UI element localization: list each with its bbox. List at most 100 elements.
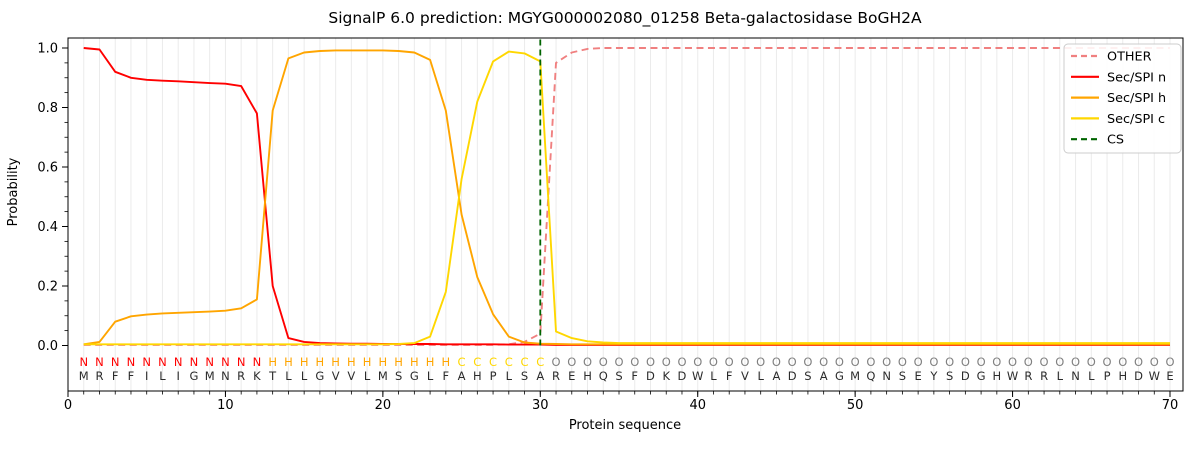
region-letter: H bbox=[426, 355, 435, 369]
residue-letter: P bbox=[1104, 369, 1111, 383]
residue-letter: L bbox=[301, 369, 308, 383]
residue-letter: W bbox=[692, 369, 703, 383]
region-letter: O bbox=[866, 355, 875, 369]
legend-entry-label: CS bbox=[1107, 133, 1124, 148]
chart-title: SignalP 6.0 prediction: MGYG000002080_01… bbox=[328, 9, 922, 28]
region-letter: H bbox=[300, 355, 309, 369]
region-letter: O bbox=[567, 355, 576, 369]
region-letter: O bbox=[1165, 355, 1174, 369]
y-axis-label: Probability bbox=[6, 157, 21, 226]
region-letter: C bbox=[489, 355, 497, 369]
x-tick-label: 0 bbox=[64, 398, 72, 413]
residue-letter: S bbox=[946, 369, 953, 383]
y-axis: 0.0 0.2 0.4 0.6 0.8 1.0 bbox=[37, 42, 68, 354]
residue-letter: E bbox=[914, 369, 921, 383]
residue-letter: D bbox=[1134, 369, 1143, 383]
y-tick-label: 0.6 bbox=[37, 161, 58, 176]
residue-letter: F bbox=[726, 369, 733, 383]
region-letter: H bbox=[379, 355, 388, 369]
region-letter: O bbox=[599, 355, 608, 369]
residue-letter: Q bbox=[599, 369, 608, 383]
region-letter: O bbox=[1008, 355, 1017, 369]
residue-letter: S bbox=[899, 369, 906, 383]
region-letter: H bbox=[442, 355, 451, 369]
residue-letter: H bbox=[1118, 369, 1127, 383]
legend-entry-label: Sec/SPI n bbox=[1107, 70, 1166, 85]
legend: OTHER Sec/SPI n Sec/SPI h Sec/SPI c CS bbox=[1063, 43, 1182, 154]
residue-letter: L bbox=[364, 369, 371, 383]
region-letter: O bbox=[851, 355, 860, 369]
region-letter: O bbox=[803, 355, 812, 369]
plot-gridlines bbox=[83, 38, 1171, 391]
residue-letter: G bbox=[315, 369, 324, 383]
residue-letter: S bbox=[615, 369, 622, 383]
residue-letter: M bbox=[378, 369, 388, 383]
region-letter: O bbox=[725, 355, 734, 369]
region-letter: H bbox=[316, 355, 325, 369]
residue-letter: L bbox=[506, 369, 513, 383]
x-tick-label: 40 bbox=[689, 398, 706, 413]
residue-letter: D bbox=[646, 369, 655, 383]
residue-letter: F bbox=[631, 369, 638, 383]
series-sec-spi-c bbox=[83, 50, 1170, 346]
region-letter: H bbox=[268, 355, 277, 369]
x-axis-label: Protein sequence bbox=[569, 418, 681, 433]
residue-letter: F bbox=[128, 369, 135, 383]
residue-letter: A bbox=[536, 369, 544, 383]
region-letter: O bbox=[677, 355, 686, 369]
residue-letter: F bbox=[443, 369, 450, 383]
x-tick-label: 30 bbox=[532, 398, 549, 413]
plot-frame bbox=[67, 37, 1184, 392]
region-letter: N bbox=[111, 355, 120, 369]
region-letter: H bbox=[394, 355, 403, 369]
x-tick-label: 60 bbox=[1004, 398, 1021, 413]
region-letter: C bbox=[505, 355, 513, 369]
region-letter: O bbox=[772, 355, 781, 369]
residue-letter: L bbox=[1057, 369, 1064, 383]
residue-letter: G bbox=[410, 369, 419, 383]
region-letter: O bbox=[929, 355, 938, 369]
residue-letter: L bbox=[710, 369, 717, 383]
residue-letter: M bbox=[205, 369, 215, 383]
region-letter: O bbox=[882, 355, 891, 369]
residue-letter: A bbox=[772, 369, 780, 383]
x-tick-label: 50 bbox=[847, 398, 864, 413]
region-letter: O bbox=[992, 355, 1001, 369]
residue-letter: M bbox=[850, 369, 860, 383]
region-letter: O bbox=[1103, 355, 1112, 369]
residue-letter: A bbox=[458, 369, 466, 383]
region-letter: H bbox=[410, 355, 419, 369]
region-letter: O bbox=[552, 355, 561, 369]
region-letter: O bbox=[1071, 355, 1080, 369]
residue-letter: L bbox=[285, 369, 292, 383]
region-letter: H bbox=[347, 355, 356, 369]
residue-letter: D bbox=[961, 369, 970, 383]
residue-letter: L bbox=[159, 369, 166, 383]
residue-letter: L bbox=[757, 369, 764, 383]
region-letter: O bbox=[1040, 355, 1049, 369]
residue-letter: S bbox=[521, 369, 528, 383]
region-letter: N bbox=[158, 355, 167, 369]
region-letter: O bbox=[819, 355, 828, 369]
y-tick-label: 0.4 bbox=[37, 220, 58, 235]
residue-letter: M bbox=[79, 369, 89, 383]
residue-letter: G bbox=[835, 369, 844, 383]
residue-letter: E bbox=[1166, 369, 1173, 383]
legend-entry-label: Sec/SPI c bbox=[1107, 112, 1165, 127]
residue-letter: G bbox=[189, 369, 198, 383]
residue-letter: H bbox=[583, 369, 592, 383]
region-letter: N bbox=[127, 355, 136, 369]
region-letter: O bbox=[1024, 355, 1033, 369]
residue-letter: E bbox=[568, 369, 575, 383]
y-tick-label: 1.0 bbox=[37, 42, 58, 57]
y-tick-label: 0.2 bbox=[37, 280, 58, 295]
x-tick-label: 70 bbox=[1162, 398, 1179, 413]
residue-letter: L bbox=[427, 369, 434, 383]
series-other bbox=[83, 47, 1170, 346]
region-letter: N bbox=[205, 355, 214, 369]
